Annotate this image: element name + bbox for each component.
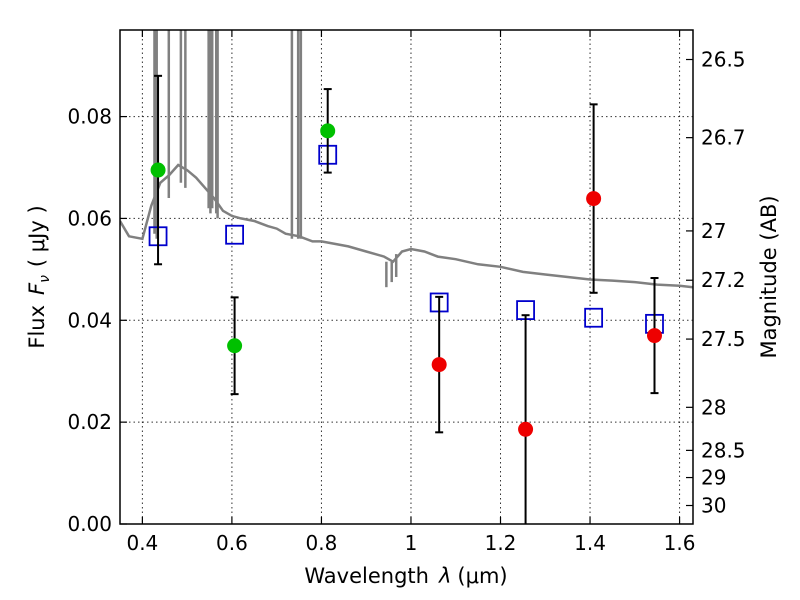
observed-flux-point: [586, 191, 602, 207]
y2-tick-label: 29: [701, 466, 726, 490]
y2-tick-label: 27.2: [701, 268, 746, 292]
x-axis-label: Wavelength λ (μm): [304, 564, 507, 588]
observed-flux-point: [227, 338, 243, 354]
observed-flux-point: [518, 421, 534, 437]
x-tick-label: 0.6: [216, 531, 248, 555]
plot-frame: [119, 29, 694, 525]
y-tick-label: 0.06: [67, 206, 112, 230]
y-tick-label: 0.02: [67, 410, 112, 434]
y-axis-label: FluxFν( μJy ): [25, 205, 53, 348]
x-tick-label: 0.8: [306, 531, 338, 555]
observed-flux-point: [320, 123, 336, 139]
observed-flux-point: [431, 357, 447, 373]
observed-flux-point: [647, 328, 663, 344]
y2-tick-label: 27: [701, 219, 726, 243]
x-tick-label: 1.2: [485, 531, 517, 555]
observed-flux-point: [150, 162, 166, 178]
x-tick-label: 0.4: [126, 531, 158, 555]
y2-tick-label: 27.5: [701, 327, 746, 351]
y-tick-label: 0.08: [67, 105, 112, 129]
grid-lines: [120, 30, 693, 525]
y-tick-label: 0.04: [67, 308, 112, 332]
y2-axis-label: Magnitude (AB): [757, 195, 781, 358]
y-tick-label: 0.00: [67, 512, 112, 536]
x-tick-label: 1.4: [574, 531, 606, 555]
model-photometry-square: [225, 224, 245, 245]
y2-tick-label: 26.5: [701, 48, 746, 72]
plot-area: [120, 30, 693, 524]
x-tick-label: 1: [405, 531, 418, 555]
y2-tick-label: 26.7: [701, 126, 746, 150]
axis-ticks: 0.4 0.6 0.8 1 1.2 1.4 1.6 0.00 0.02 0.04 0.06 0.08 2…: [67, 30, 746, 555]
model-photometry-square: [584, 307, 604, 328]
y2-tick-label: 28.5: [701, 438, 746, 462]
y2-tick-label: 30: [701, 494, 726, 518]
x-tick-label: 1.6: [664, 531, 696, 555]
model-sed-line: [120, 163, 693, 289]
y2-tick-label: 28: [701, 395, 726, 419]
